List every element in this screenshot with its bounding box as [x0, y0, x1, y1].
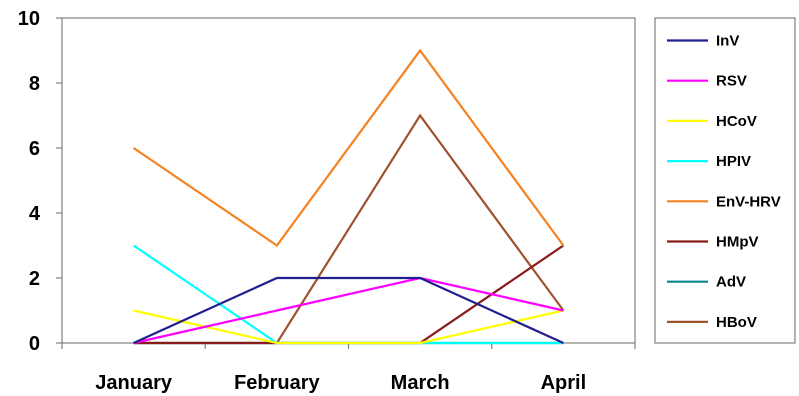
x-axis: January February March April — [61, 343, 636, 394]
legend-label-adv: AdV — [716, 274, 746, 291]
y-axis: 0 2 4 6 8 10 — [18, 8, 62, 355]
legend: InV RSV HCoV HPIV EnV-HRV HMpV AdV HBoV — [667, 33, 781, 331]
y-tick-label: 2 — [29, 268, 40, 290]
legend-label-hbov: HBoV — [716, 314, 757, 331]
legend-label-hcov: HCoV — [716, 113, 757, 130]
x-tick-label: March — [391, 372, 450, 394]
legend-label-hmpv: HMpV — [716, 234, 759, 251]
x-tick-label: April — [541, 372, 587, 394]
legend-label-hpiv: HPIV — [716, 153, 751, 170]
y-tick-label: 6 — [29, 138, 40, 160]
legend-label-inv: InV — [716, 33, 739, 50]
y-tick-label: 4 — [29, 203, 41, 225]
x-tick-label: February — [234, 372, 320, 394]
y-tick-label: 8 — [29, 73, 40, 95]
x-tick-label: January — [95, 372, 173, 394]
legend-label-rsv: RSV — [716, 73, 747, 90]
series-line-inv — [133, 276, 564, 345]
series-lines — [132, 48, 565, 345]
y-tick-label: 0 — [29, 333, 40, 355]
legend-box — [654, 17, 796, 344]
legend-label-env-hrv: EnV-HRV — [716, 193, 781, 210]
series-line-env-hrv — [132, 48, 565, 248]
y-tick-label: 10 — [18, 8, 40, 30]
series-line-rsv — [133, 276, 564, 345]
plot-area — [61, 17, 636, 344]
